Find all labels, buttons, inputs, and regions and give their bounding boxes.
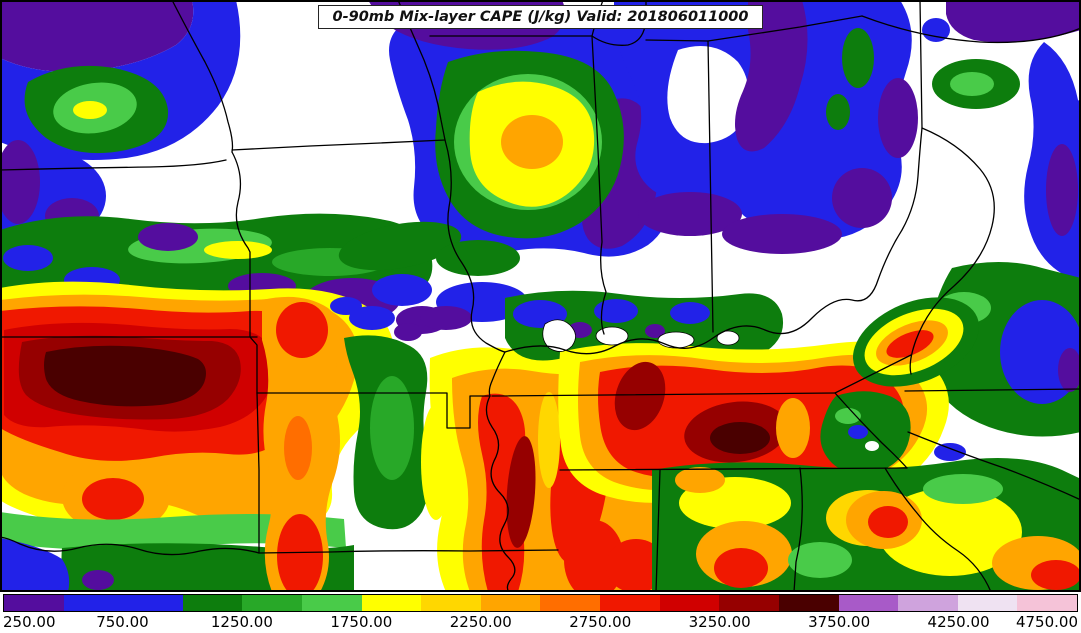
colorbar-tick-label: 3250.00 [688, 613, 751, 631]
colorbar-segment [421, 595, 481, 611]
colorbar-segment [4, 595, 64, 611]
colorbar-tick-label: 3750.00 [808, 613, 871, 631]
colorbar [3, 594, 1078, 612]
colorbar-tick-label: 4250.00 [927, 613, 990, 631]
colorbar-tick-label: 2250.00 [449, 613, 512, 631]
map-area [0, 0, 1081, 600]
colorbar-tick-label: 1750.00 [330, 613, 393, 631]
colorbar-tick-label: 4750.00 [1015, 613, 1078, 631]
colorbar-tick-label: 2750.00 [569, 613, 632, 631]
colorbar-segment [480, 595, 541, 611]
colorbar-tick-labels: 250.00 750.00 1250.00 1750.00 2250.00 2750.00… [3, 612, 1078, 633]
cape-map-svg [0, 0, 1081, 600]
colorbar-segment [838, 595, 899, 611]
colorbar-segment [898, 595, 958, 611]
colorbar-segment [659, 595, 720, 611]
colorbar-segment [1017, 595, 1077, 611]
colorbar-segment [302, 595, 362, 611]
map-frame [0, 0, 1081, 592]
colorbar-tick-label: 250.00 [3, 613, 56, 631]
colorbar-tick-label: 750.00 [96, 613, 149, 631]
colorbar-segment [361, 595, 422, 611]
colorbar-segment [957, 595, 1018, 611]
colorbar-segment [600, 595, 660, 611]
colorbar-segment [719, 595, 779, 611]
colorbar-segment [242, 595, 303, 611]
colorbar-segment [63, 595, 124, 611]
colorbar-tick-label: 1250.00 [210, 613, 273, 631]
plot-title: 0-90mb Mix-layer CAPE (J/kg) Valid: 2018… [317, 5, 764, 29]
colorbar-segment [123, 595, 183, 611]
colorbar-segment [182, 595, 243, 611]
colorbar-segment [778, 595, 839, 611]
colorbar-segment [540, 595, 601, 611]
